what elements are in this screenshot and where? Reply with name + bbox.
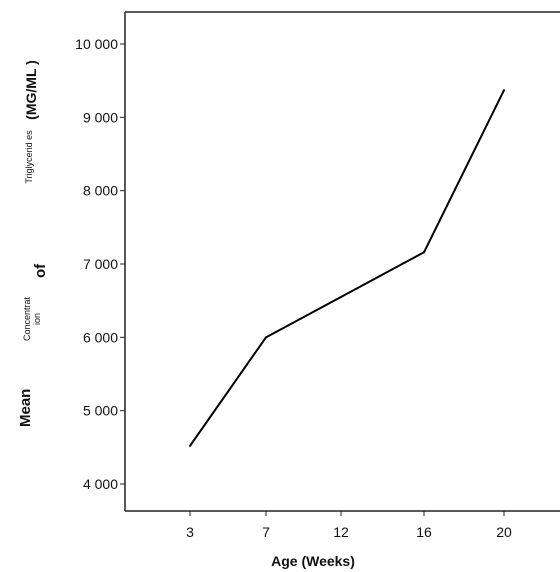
data-point [265,336,267,339]
y-tick-label: 4 000 [83,476,118,492]
y-axis-title-units: (MG/ML ) [23,60,39,120]
plot-area [125,12,560,509]
series-line [189,89,505,447]
x-tick-label: 3 [186,524,194,540]
y-axis-title-mean: Mean [17,388,34,427]
data-point [423,251,425,254]
data-point [189,444,191,447]
y-tick-label: 5 000 [83,403,118,419]
x-tick-label: 20 [496,524,512,540]
x-axis-title: Age (Weeks) [271,553,355,569]
y-axis-title-triglycerides: Triglycerid es [24,130,34,184]
y-tick-label: 7 000 [83,256,118,272]
y-tick-label: 9 000 [83,109,118,125]
y-tick-label: 10 000 [75,36,118,52]
y-axis-title-of: of [32,263,49,278]
x-tick-label: 16 [416,524,432,540]
y-tick-label: 8 000 [83,183,118,199]
y-tick-label: 6 000 [83,329,118,345]
x-tick-label: 12 [333,524,349,540]
y-axis-title-concentration: Concentrat ion [22,296,42,342]
x-tick-label: 7 [262,524,270,540]
data-point [503,89,505,92]
